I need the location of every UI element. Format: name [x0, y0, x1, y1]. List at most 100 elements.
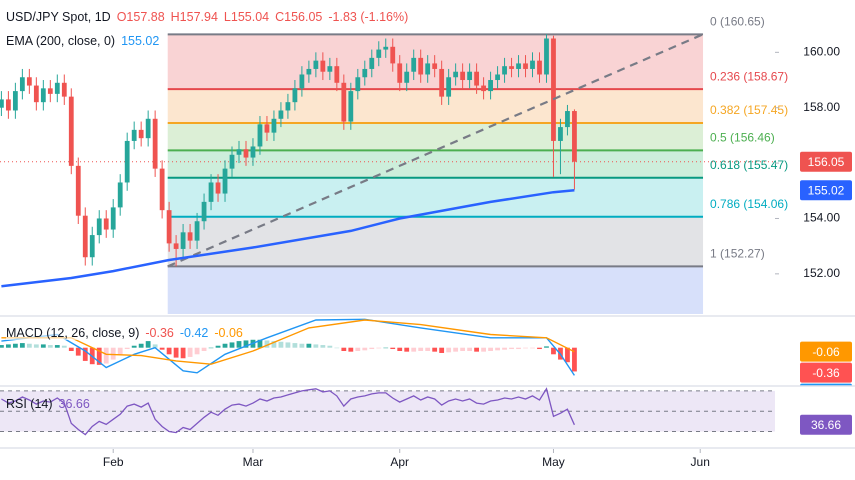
macd-histogram-bar [313, 344, 319, 348]
macd-histogram-bar [320, 345, 326, 348]
candle-body [502, 66, 507, 75]
candle-body [82, 215, 88, 258]
candle-body [285, 102, 291, 111]
macd-histogram-bar [495, 347, 500, 351]
macd-histogram-bar [383, 347, 389, 349]
macd-signal-value: -0.06 [214, 326, 243, 340]
candle-body [320, 60, 326, 72]
macd-histogram-bar [82, 347, 88, 361]
candle-body [383, 46, 389, 50]
macd-histogram-bar [411, 347, 417, 352]
candle-body [187, 232, 193, 241]
candle-body [138, 129, 144, 139]
macd-histogram-bar [131, 345, 137, 348]
candle-body [467, 71, 473, 81]
ohlc-close: C156.05 [275, 10, 323, 24]
candle-body [180, 232, 186, 249]
macd-histogram-bar [306, 343, 312, 348]
macd-histogram-bar [257, 339, 263, 348]
candle-body [194, 221, 200, 241]
macd-histogram-bar [488, 347, 493, 351]
macd-histogram-bar [208, 347, 214, 349]
macd-line-value: -0.42 [179, 326, 209, 340]
x-tick-label: Apr [390, 455, 409, 469]
macd-histogram-bar [334, 347, 340, 349]
macd-histogram-bar [565, 347, 570, 363]
macd-histogram-bar [509, 347, 514, 350]
macd-histogram-bar [355, 347, 361, 351]
candle-body [334, 66, 340, 83]
macd-histogram-bar [75, 347, 81, 356]
last-price-badge: 156.05 [808, 155, 845, 169]
ema-badge-bg [800, 180, 852, 201]
ema-line [1, 188, 575, 288]
macd-histogram-bar [110, 347, 116, 360]
candle-body [376, 49, 382, 58]
candle-body [173, 243, 179, 249]
candle-body [159, 168, 165, 211]
macd-histogram-bar [159, 347, 165, 350]
candle-body [355, 77, 361, 92]
macd-histogram-bar [19, 343, 25, 348]
main-legend: USD/JPY Spot, 1D O157.88 H157.94 L155.04… [6, 10, 409, 24]
candle-body [439, 68, 445, 97]
candle-body [26, 77, 32, 86]
macd-pane [0, 318, 577, 376]
candle-body [166, 210, 172, 244]
macd-badge-bg [800, 362, 852, 383]
x-tick-label: Feb [103, 455, 124, 469]
macd-histogram-bar [0, 345, 4, 348]
ema-badge: 155.02 [808, 183, 845, 197]
macd-histogram-bar [152, 344, 158, 348]
candle-body [33, 85, 39, 103]
candle-body [404, 71, 410, 83]
fib-band [167, 150, 704, 178]
candle-body [103, 218, 109, 230]
fib-label: 0 (160.65) [710, 15, 765, 29]
candle-body [327, 66, 333, 72]
y-tick-label: 158.00 [803, 100, 840, 114]
macd-histogram-bar [425, 347, 431, 351]
fib-band [167, 177, 704, 217]
macd-histogram-bar [180, 347, 186, 359]
macd-line [1, 318, 575, 376]
rsi-line [1, 387, 575, 436]
candle-body [537, 60, 542, 75]
candle-body [201, 201, 207, 222]
fib-band [167, 266, 704, 314]
macd-histogram-bar [467, 347, 473, 351]
fib-label: 0.5 (156.46) [710, 131, 775, 145]
y-tick-label: 152.00 [803, 266, 840, 280]
ema-value: 155.02 [121, 34, 160, 48]
macd-histogram-bar [243, 340, 249, 348]
ohlc-open: O157.88 [116, 10, 165, 24]
macd-histogram-bar [54, 345, 60, 348]
candle-body [418, 57, 424, 75]
macd-histogram-bar [124, 347, 130, 350]
candle-body [530, 60, 535, 69]
candle-body [341, 82, 347, 122]
change: -1.83 (-1.16%) [328, 10, 409, 24]
macd-histogram-bar [551, 347, 556, 355]
ema-legend: EMA (200, close, 0) 155.02 [6, 34, 160, 48]
macd-histogram-bar [26, 343, 32, 348]
symbol-title: USD/JPY Spot, 1D [6, 10, 111, 24]
candle-body [236, 149, 242, 155]
candle-body [362, 68, 368, 78]
candle-body [446, 77, 452, 97]
macd-hist-value: -0.36 [145, 326, 174, 340]
candle-body [131, 129, 137, 141]
candle-body [390, 46, 396, 64]
fib-label: 0.618 (155.47) [710, 158, 788, 172]
candle-body [208, 182, 214, 202]
macd-histogram-bar [236, 341, 242, 348]
macd-histogram-bar [222, 343, 228, 348]
macd-histogram-bar [418, 347, 424, 351]
macd-histogram-bar [194, 347, 200, 355]
rsi-badge: 36.66 [811, 418, 841, 432]
macd-histogram-bar [47, 345, 53, 348]
candle-body [19, 77, 25, 92]
candle-body [397, 63, 403, 83]
candle-body [40, 88, 46, 103]
x-tick-label: May [542, 455, 565, 469]
